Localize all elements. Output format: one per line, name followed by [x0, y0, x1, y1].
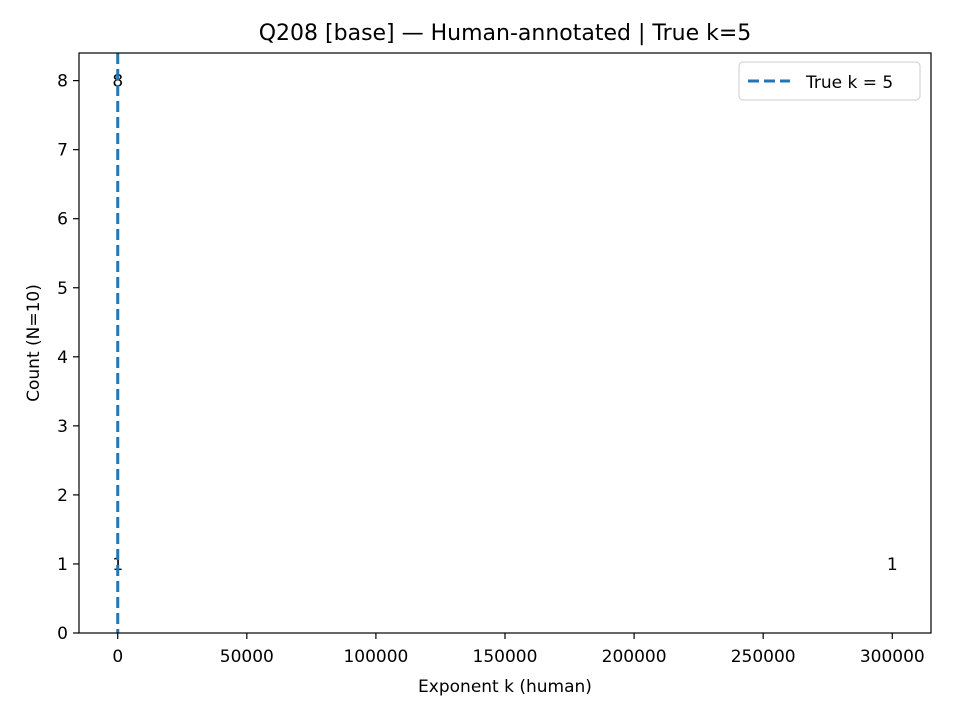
y-tick-label: 0	[57, 624, 68, 644]
legend: True k = 5	[739, 62, 920, 100]
y-tick-label: 6	[57, 210, 68, 230]
y-tick-label: 1	[57, 555, 68, 575]
x-tick-label: 300000	[860, 647, 925, 667]
x-tick-label: 150000	[473, 647, 538, 667]
y-tick-label: 5	[57, 279, 68, 299]
x-axis-label: Exponent k (human)	[418, 677, 592, 697]
y-tick-label: 7	[57, 141, 68, 161]
x-tick-label: 200000	[602, 647, 667, 667]
legend-label: True k = 5	[805, 73, 893, 93]
chart-title: Q208 [base] — Human-annotated | True k=5	[259, 21, 752, 46]
bar-count-label: 1	[887, 555, 898, 575]
y-axis-label: Count (N=10)	[24, 284, 44, 402]
y-tick-label: 2	[57, 486, 68, 506]
x-tick-label: 0	[112, 647, 123, 667]
y-tick-label: 4	[57, 348, 68, 368]
y-tick-label: 3	[57, 417, 68, 437]
x-tick-label: 100000	[343, 647, 408, 667]
y-tick-label: 8	[57, 72, 68, 92]
x-tick-label: 250000	[731, 647, 796, 667]
x-tick-label: 50000	[220, 647, 274, 667]
